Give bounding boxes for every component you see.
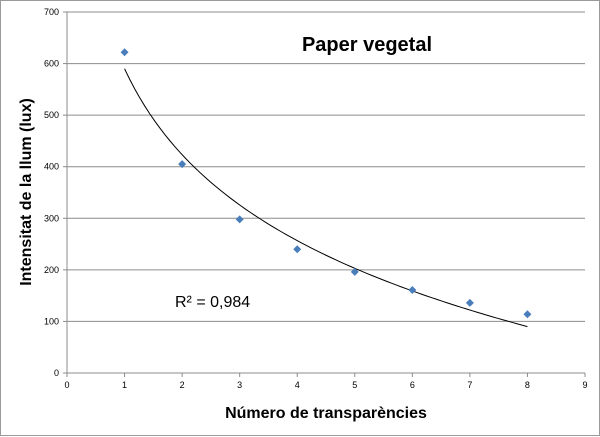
y-tick-label: 0 — [54, 368, 59, 378]
data-point — [465, 298, 474, 307]
y-tick-label: 200 — [44, 265, 59, 275]
data-point — [408, 285, 417, 294]
x-tick-label: 1 — [122, 380, 127, 390]
x-tick-label: 4 — [295, 380, 300, 390]
x-tick-label: 7 — [467, 380, 472, 390]
r-squared-annotation: R² = 0,984 — [175, 294, 250, 311]
trendline — [124, 68, 528, 328]
y-tick-label: 100 — [44, 316, 59, 326]
data-point — [350, 267, 359, 276]
y-tick-label: 700 — [44, 7, 59, 17]
y-axis-title: Intensitat de la llum (lux) — [18, 98, 35, 286]
x-tick-label: 5 — [352, 380, 357, 390]
data-point — [235, 215, 244, 224]
axes — [63, 11, 586, 377]
y-tick-label: 600 — [44, 59, 59, 69]
tick-labels: 0 100 200 300 400 500 600 700 0 1 2 3 4 5 6 7 8 9 — [44, 7, 588, 390]
data-point — [178, 160, 187, 169]
trendline-layer — [124, 68, 528, 328]
chart-title: Paper vegetal — [302, 34, 432, 56]
y-tick-label: 400 — [44, 162, 59, 172]
y-tick-label: 300 — [44, 213, 59, 223]
x-tick-label: 6 — [410, 380, 415, 390]
x-tick-label: 0 — [64, 380, 69, 390]
data-points — [120, 48, 532, 319]
x-axis-title: Número de transparències — [225, 405, 427, 422]
gridlines — [67, 11, 585, 322]
x-tick-label: 2 — [180, 380, 185, 390]
data-point — [293, 245, 302, 254]
data-point — [523, 310, 532, 319]
x-tick-label: 9 — [582, 380, 587, 390]
y-tick-label: 500 — [44, 110, 59, 120]
x-tick-label: 3 — [237, 380, 242, 390]
x-tick-label: 8 — [525, 380, 530, 390]
data-point — [120, 48, 129, 57]
